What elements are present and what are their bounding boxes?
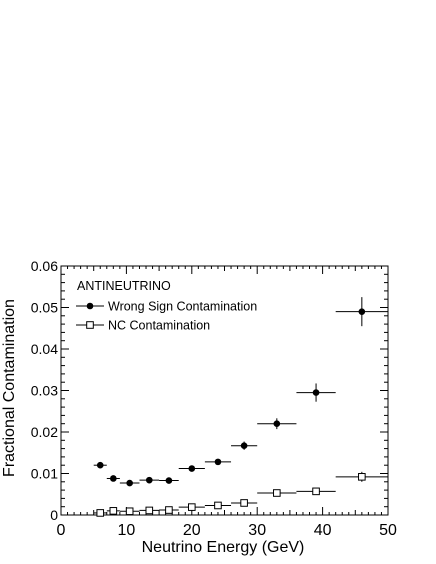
legend-header: ANTINEUTRINO: [77, 279, 171, 293]
data-point: [109, 507, 118, 515]
x-tick-label: 50: [379, 522, 397, 539]
x-axis-label: Neutrino Energy (GeV): [142, 539, 305, 556]
data-point: [240, 499, 248, 507]
legend-marker: [86, 302, 94, 310]
data-point: [96, 461, 104, 469]
x-tick-label: 0: [57, 522, 66, 539]
legend-entry: Wrong Sign Contamination: [108, 300, 257, 314]
series-wrong-sign: [93, 297, 388, 487]
data-point: [110, 475, 117, 482]
data-point: [165, 506, 173, 514]
data-point: [273, 489, 281, 497]
data-point: [358, 473, 366, 481]
y-tick-label: 0.01: [31, 466, 58, 482]
y-tick-label: 0.03: [31, 383, 58, 399]
data-point: [96, 509, 105, 517]
y-tick-label: 0.06: [31, 258, 58, 274]
legend-marker: [86, 321, 94, 329]
data-point: [273, 420, 281, 428]
y-axis-label: Fractional Contamination: [1, 299, 18, 477]
series-nc: [93, 471, 388, 517]
data-point: [126, 479, 133, 487]
x-tick-label: 40: [314, 522, 332, 539]
y-tick-label: 0.04: [31, 341, 58, 357]
data-point: [214, 501, 222, 510]
data-point: [358, 308, 366, 315]
data-point: [125, 507, 134, 516]
data-point: [312, 389, 320, 396]
data-point: [145, 476, 153, 484]
legend-entry: NC Contamination: [108, 319, 210, 333]
x-tick-label: 30: [248, 522, 266, 539]
x-tick-label: 10: [118, 522, 136, 539]
data-point: [145, 506, 154, 515]
x-tick-label: 20: [183, 522, 201, 539]
data-point: [312, 487, 320, 496]
y-tick-label: 0.02: [31, 424, 58, 440]
data-point: [214, 458, 222, 466]
data-point: [188, 503, 196, 511]
data-point: [188, 465, 196, 472]
y-tick-label: 0.05: [31, 300, 58, 316]
y-tick-label: 0: [50, 507, 58, 523]
data-point: [240, 442, 248, 449]
data-point: [165, 477, 173, 484]
